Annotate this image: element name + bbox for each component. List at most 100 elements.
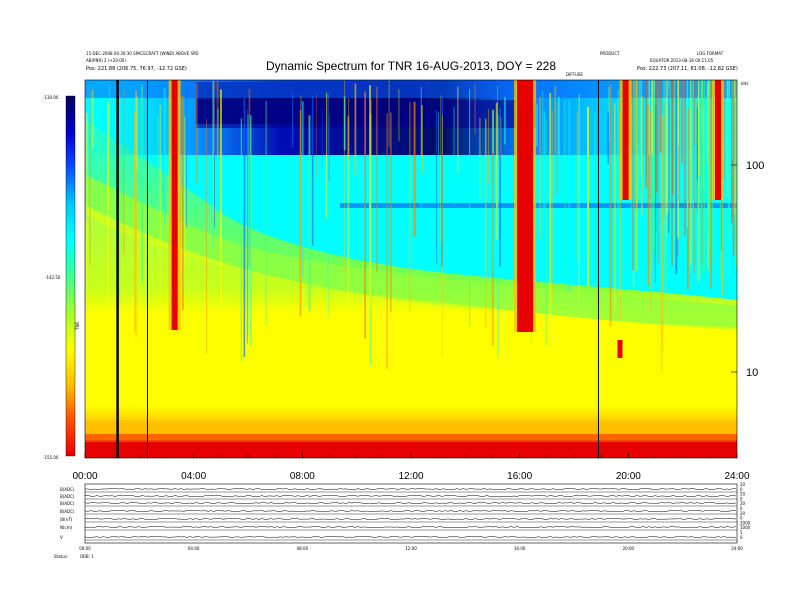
colorbar-tick-mid: -142.50 bbox=[45, 275, 61, 280]
spectral-streak bbox=[726, 80, 729, 197]
spectral-streak bbox=[348, 98, 350, 161]
spectral-streak bbox=[442, 114, 443, 356]
spectral-streak bbox=[474, 84, 476, 134]
spectral-streak bbox=[308, 115, 311, 312]
spectral-streak bbox=[557, 96, 560, 181]
lower-panel-right-tick: 20 bbox=[740, 511, 746, 516]
spectral-streak bbox=[196, 83, 198, 184]
spectral-streak bbox=[370, 99, 372, 351]
header-right-3: Pos: 222.73 (207.11, 81.08, -12.82 GSE) bbox=[637, 66, 738, 72]
chart-title: Dynamic Spectrum for TNR 16-AUG-2013, DO… bbox=[266, 59, 556, 73]
x-tick-label: 24:00 bbox=[724, 471, 749, 482]
lower-panel-right-tick: 5 bbox=[740, 530, 743, 535]
lower-panel-trace bbox=[84, 517, 737, 521]
spectral-streak bbox=[634, 80, 636, 150]
lower-panel-right-tick: 2000 bbox=[740, 520, 751, 525]
spectral-streak bbox=[659, 80, 662, 153]
spectral-streak bbox=[701, 80, 703, 274]
spectral-streak bbox=[327, 93, 329, 318]
spectral-streak bbox=[710, 81, 712, 289]
spectral-streak bbox=[457, 86, 459, 173]
lower-panel-x-tick: 24:00 bbox=[731, 546, 743, 551]
spectral-streak bbox=[693, 80, 695, 275]
spectral-streak bbox=[556, 101, 559, 195]
spectral-streak bbox=[649, 111, 652, 312]
spectral-streak bbox=[246, 109, 248, 344]
spectral-streak bbox=[156, 116, 159, 186]
spectral-streak bbox=[649, 112, 651, 199]
spectral-streak bbox=[492, 110, 495, 154]
spectral-streak bbox=[696, 107, 698, 181]
x-tick-label: 12:00 bbox=[398, 471, 423, 482]
spectral-streak bbox=[497, 114, 499, 357]
lower-panel-trace bbox=[84, 487, 737, 491]
spectral-streak bbox=[647, 105, 649, 285]
spectral-streak bbox=[398, 89, 400, 142]
spectral-streak bbox=[217, 108, 219, 213]
spectral-streak bbox=[632, 80, 635, 271]
spectral-streak bbox=[656, 80, 658, 193]
spectral-streak bbox=[702, 107, 705, 187]
spectral-streak bbox=[89, 88, 91, 266]
spectral-streak bbox=[182, 96, 184, 311]
spectral-streak bbox=[668, 80, 671, 235]
dark-blue-core-2 bbox=[196, 100, 536, 128]
spectral-streak bbox=[119, 91, 121, 138]
lower-panel-x-tick: 08:00 bbox=[297, 546, 309, 551]
spectral-streak bbox=[617, 98, 618, 314]
lower-panel-label: B(ADC) bbox=[60, 494, 75, 499]
lower-panel-label: B(ADC) bbox=[60, 487, 75, 492]
spectral-streak bbox=[676, 80, 679, 238]
spectral-streak bbox=[732, 80, 735, 256]
y-axis-ticks: 100 10 kHz bbox=[731, 81, 764, 379]
spectral-streak bbox=[638, 80, 641, 202]
spectral-streak bbox=[663, 80, 665, 282]
spectral-streak bbox=[640, 80, 642, 176]
colorbar bbox=[65, 95, 76, 457]
spectral-streak bbox=[325, 92, 328, 219]
yellow-green-boundary bbox=[85, 175, 737, 330]
burst-core bbox=[171, 80, 178, 330]
low-frequency-redorange bbox=[85, 434, 737, 442]
blue-upper-strip bbox=[85, 80, 737, 98]
spectral-streak bbox=[686, 107, 689, 290]
spectral-streak bbox=[666, 80, 669, 214]
lower-panel-right-tick: 0 bbox=[740, 487, 743, 492]
spectral-streak bbox=[301, 101, 304, 277]
lower-panel-right-tick: 0 bbox=[740, 496, 743, 501]
spectral-streak bbox=[300, 95, 302, 311]
spectral-streak bbox=[184, 117, 186, 269]
x-tick-label: 08:00 bbox=[290, 471, 315, 482]
spectral-streak bbox=[564, 100, 566, 276]
lower-panel-right-tick: 20 bbox=[740, 501, 746, 506]
spectral-streak bbox=[708, 80, 711, 246]
spectral-streak bbox=[164, 88, 166, 225]
spectral-streak bbox=[347, 116, 350, 332]
burst-core bbox=[714, 80, 721, 200]
spectral-streak bbox=[438, 112, 439, 249]
spectral-streak bbox=[311, 96, 314, 246]
colorbar-tick-bottom: -155.00 bbox=[43, 455, 59, 460]
lower-panel-right-tick: 20 bbox=[740, 492, 746, 497]
spectral-streak bbox=[214, 89, 215, 228]
spectral-streak bbox=[265, 100, 268, 325]
spectral-streak bbox=[651, 80, 654, 271]
lower-panel-x-tick: 04:00 bbox=[188, 546, 200, 551]
spectral-streak bbox=[141, 84, 143, 284]
spectral-streak bbox=[673, 80, 676, 264]
spectral-streak bbox=[723, 80, 725, 181]
spectral-streak bbox=[554, 86, 557, 154]
x-axis-ticks: 00:00 04:00 08:00 12:00 16:00 20:00 24:00 bbox=[72, 453, 750, 482]
spectral-streak bbox=[162, 88, 164, 209]
lower-panel-traces bbox=[84, 487, 737, 541]
lower-panel-x-tick: 20:00 bbox=[623, 546, 635, 551]
spectral-streak bbox=[343, 96, 346, 151]
spectral-streak bbox=[135, 96, 138, 171]
spectral-streak bbox=[499, 108, 501, 267]
spectral-streak bbox=[578, 94, 580, 300]
header-product: PRODUCT bbox=[600, 51, 620, 56]
spectral-streak bbox=[661, 115, 664, 351]
low-frequency-red bbox=[85, 440, 737, 458]
lower-panel-label: B(ADC) bbox=[60, 501, 75, 506]
spectral-streak bbox=[678, 80, 680, 147]
